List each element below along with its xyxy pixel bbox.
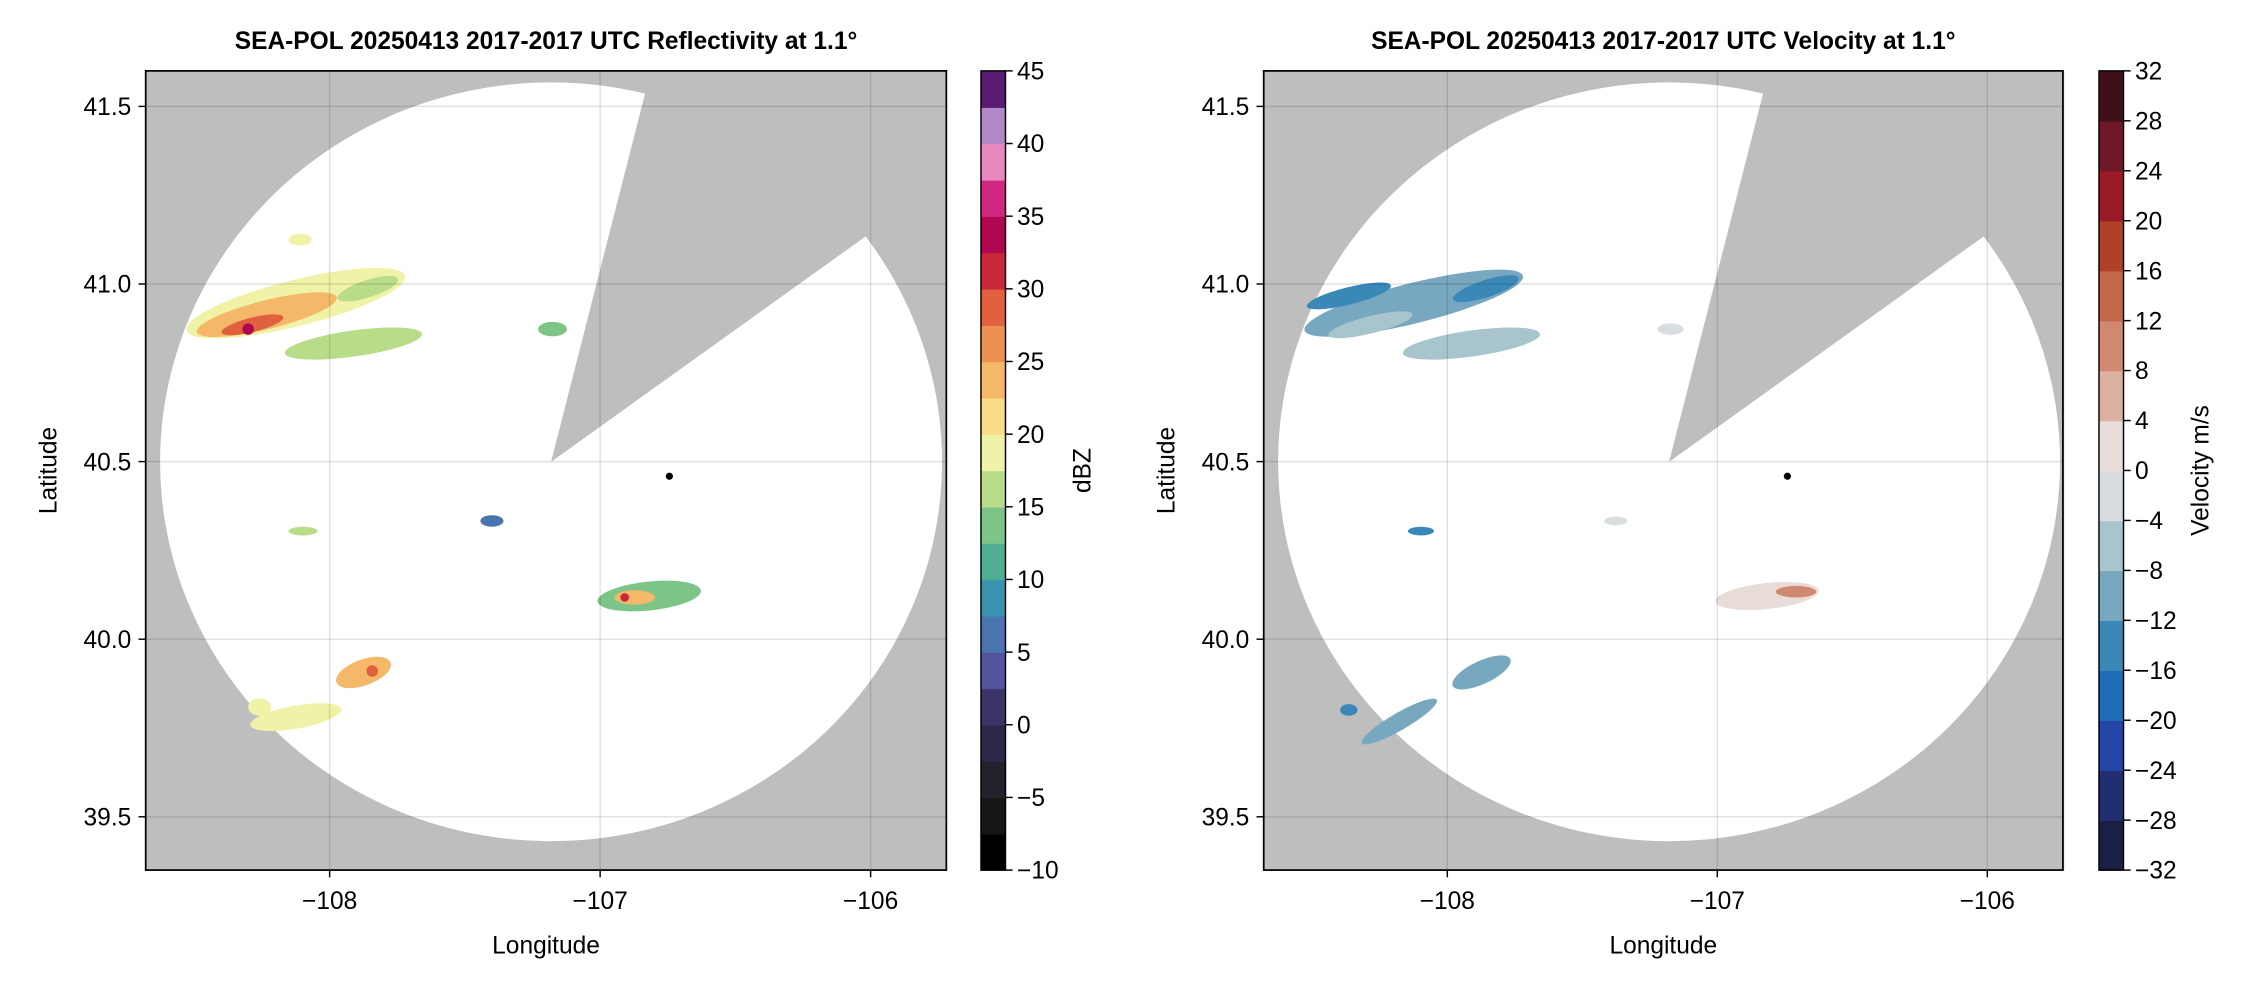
colorbar-tick-label: 25: [1017, 349, 1044, 376]
colorbar-tick-label: 28: [2135, 108, 2162, 135]
x-tick-label: −106: [1960, 888, 2015, 915]
x-tick-label: −108: [302, 888, 357, 915]
colorbar-tick-label: −8: [2135, 558, 2163, 585]
x-tick-label: −108: [1420, 888, 1475, 915]
colorbar-segment: [980, 615, 1006, 653]
colorbar-segment: [980, 833, 1006, 871]
chart-title: SEA-POL 20250413 2017-2017 UTC Velocity …: [1371, 28, 1955, 55]
colorbar-tick-label: 12: [2135, 308, 2162, 335]
colorbar-segment: [980, 797, 1006, 835]
colorbar-tick-label: −20: [2135, 708, 2177, 735]
plot-frame: [144, 70, 948, 871]
y-axis-label: Latitude: [35, 427, 62, 514]
colorbar-tick-label: −10: [1017, 858, 1059, 885]
y-tick-label: 39.5: [1202, 804, 1250, 831]
colorbar-segment: [2098, 120, 2124, 172]
colorbar-segment: [980, 506, 1006, 544]
colorbar-tick-label: 10: [1017, 567, 1044, 594]
chart-title: SEA-POL 20250413 2017-2017 UTC Reflectiv…: [235, 28, 858, 55]
colorbar-label: dBZ: [1069, 448, 1096, 493]
colorbar-segment: [2098, 720, 2124, 771]
colorbar-segment: [980, 397, 1006, 435]
y-tick-label: 41.5: [84, 94, 132, 121]
colorbar-tick-label: 40: [1017, 131, 1044, 158]
colorbar-tick-label: 24: [2135, 158, 2162, 185]
colorbar-segment: [2098, 70, 2124, 122]
reflectivity-echoes: [186, 233, 701, 732]
colorbar-segment: [980, 470, 1006, 508]
colorbar-segment: [2098, 170, 2124, 222]
colorbar-segment: [980, 543, 1006, 581]
colorbar-segment: [980, 70, 1006, 108]
colorbar-segment: [980, 288, 1006, 326]
colorbar-tick-label: 30: [1017, 276, 1044, 303]
colorbar-segment: [980, 216, 1006, 254]
colorbar-frame: [980, 70, 1007, 871]
colorbar-segment: [980, 579, 1006, 617]
colorbar-segment: [2098, 570, 2124, 622]
colorbar-tick-label: 20: [2135, 208, 2162, 235]
colorbar-tick-label: −32: [2135, 858, 2177, 885]
colorbar-segment: [980, 325, 1006, 363]
colorbar-segment: [980, 252, 1006, 290]
colorbar-segment: [980, 107, 1006, 145]
colorbar-tick-label: 45: [1017, 59, 1044, 86]
x-axis-label: Longitude: [492, 933, 600, 960]
colorbar-tick-label: 32: [2135, 59, 2162, 86]
x-axis-label: Longitude: [1609, 933, 1717, 960]
colorbar-segment: [980, 179, 1006, 217]
y-tick-label: 40.5: [84, 449, 132, 476]
radar-background: [145, 70, 947, 871]
colorbar-tick-label: −5: [1017, 785, 1045, 812]
velocity-echoes: [1304, 269, 1819, 745]
y-tick-label: 40.0: [84, 627, 132, 654]
colorbar-segment: [2098, 670, 2124, 721]
colorbar-segment: [2098, 220, 2124, 272]
x-tick-label: −106: [843, 888, 898, 915]
colorbar-segment: [980, 652, 1006, 690]
colorbar-segment: [980, 688, 1006, 726]
colorbar-tick-label: −12: [2135, 608, 2177, 635]
plot-frame: [1262, 70, 2064, 871]
colorbar-segment: [2098, 520, 2124, 572]
x-tick-label: −107: [573, 888, 628, 915]
colorbar-label: Velocity m/s: [2187, 405, 2214, 536]
colorbar-tick-label: −4: [2135, 508, 2163, 535]
colorbar-segment: [2098, 820, 2124, 871]
y-tick-label: 39.5: [84, 804, 132, 831]
x-tick-label: −107: [1690, 888, 1745, 915]
colorbar-tick-label: 15: [1017, 494, 1044, 521]
colorbar-tick-label: −16: [2135, 658, 2177, 685]
colorbar-tick-label: −24: [2135, 758, 2177, 785]
colorbar-tick-label: 8: [2135, 358, 2149, 385]
colorbar-segment: [980, 361, 1006, 399]
colorbar-tick-label: −28: [2135, 808, 2177, 835]
y-tick-label: 40.5: [1202, 449, 1250, 476]
y-axis-label: Latitude: [1153, 427, 1180, 514]
y-tick-label: 41.5: [1202, 94, 1250, 121]
colorbar-tick-label: 0: [1017, 712, 1031, 739]
colorbar-segment: [2098, 370, 2124, 422]
colorbar-tick-label: 0: [2135, 458, 2149, 485]
y-tick-label: 41.0: [1202, 272, 1250, 299]
colorbar-segment: [980, 143, 1006, 181]
colorbar-tick-label: 5: [1017, 640, 1031, 667]
colorbar-tick-label: 4: [2135, 408, 2149, 435]
colorbar-segment: [2098, 620, 2124, 671]
colorbar-segment: [2098, 770, 2124, 821]
y-tick-label: 40.0: [1202, 627, 1250, 654]
colorbar-segment: [980, 434, 1006, 472]
colorbar-segment: [980, 724, 1006, 762]
colorbar-segment: [980, 761, 1006, 799]
colorbar-tick-label: 16: [2135, 258, 2162, 285]
colorbar-segment: [2098, 270, 2124, 322]
colorbar-tick-label: 35: [1017, 204, 1044, 231]
colorbar-tick-label: 20: [1017, 422, 1044, 449]
colorbar-segment: [2098, 320, 2124, 372]
y-tick-label: 41.0: [84, 272, 132, 299]
colorbar-segment: [2098, 420, 2124, 472]
colorbar-segment: [2098, 470, 2124, 522]
radar-background: [1263, 70, 2065, 871]
